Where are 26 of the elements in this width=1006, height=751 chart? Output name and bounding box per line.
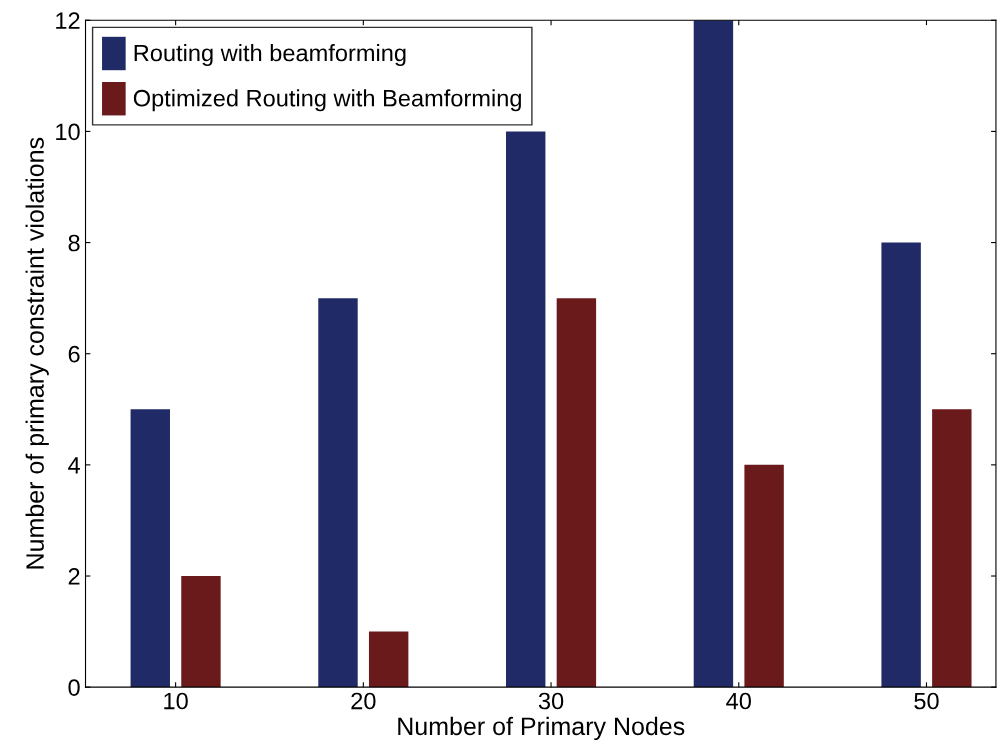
x-tick-label: 50 [914,692,939,710]
x-tick-label: 10 [164,692,188,710]
x-tick-label: 40 [726,692,751,710]
x-tick-label: 30 [538,692,564,710]
bar [744,464,784,688]
bar [181,576,221,688]
x-axis-title: Number of Primary Nodes [398,716,685,741]
bar [556,298,597,688]
bar [318,298,358,688]
y-tick-label: 8 [68,234,80,252]
bar [932,409,972,688]
bar [506,131,546,688]
y-tick-label: 12 [56,12,80,29]
x-tick-label: 20 [351,692,376,710]
y-axis-title: Number of primary constraint violations [25,137,49,569]
bar [368,631,409,688]
bar [881,242,921,688]
y-tick-label: 10 [56,123,80,141]
y-tick-label: 2 [68,568,80,585]
bar [130,409,170,688]
legend-label: Routing with beamforming [134,44,406,67]
y-tick-label: 0 [68,679,80,696]
bar [693,20,734,688]
y-tick-label: 6 [68,345,80,363]
legend-label: Optimized Routing with Beamforming [133,89,521,112]
y-tick-label: 4 [68,457,80,474]
